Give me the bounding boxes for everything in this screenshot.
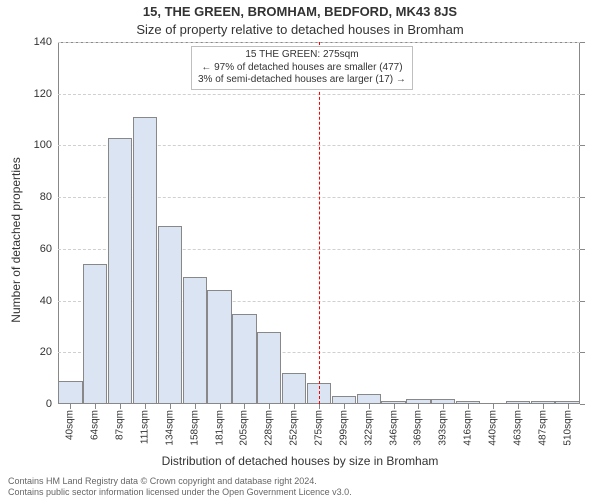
y-tick-label: 60 bbox=[40, 243, 52, 255]
x-tick-mark bbox=[195, 404, 196, 409]
x-tick-label: 416sqm bbox=[463, 410, 474, 446]
y-tick-label: 0 bbox=[46, 398, 52, 410]
y-axis-label: Number of detached properties bbox=[9, 157, 23, 322]
x-tick-mark bbox=[170, 404, 171, 409]
x-tick-mark bbox=[145, 404, 146, 409]
y-tick-mark bbox=[580, 301, 585, 302]
y-tick-mark bbox=[580, 352, 585, 353]
x-tick-label: 228sqm bbox=[264, 410, 275, 446]
bar bbox=[83, 264, 107, 404]
x-tick-label: 252sqm bbox=[289, 410, 300, 446]
y-tick-label: 40 bbox=[40, 295, 52, 307]
x-tick-mark bbox=[95, 404, 96, 409]
x-tick-mark bbox=[344, 404, 345, 409]
x-tick-label: 346sqm bbox=[388, 410, 399, 446]
x-axis-label: Distribution of detached houses by size … bbox=[0, 454, 600, 468]
x-tick-mark bbox=[443, 404, 444, 409]
x-tick-mark bbox=[568, 404, 569, 409]
x-tick-mark bbox=[120, 404, 121, 409]
bar bbox=[282, 373, 306, 404]
annotation-box: 15 THE GREEN: 275sqm← 97% of detached ho… bbox=[191, 46, 413, 90]
y-tick-mark bbox=[580, 145, 585, 146]
bar bbox=[257, 332, 281, 404]
x-tick-mark bbox=[518, 404, 519, 409]
y-tick-label: 120 bbox=[34, 88, 52, 100]
x-tick-mark bbox=[543, 404, 544, 409]
x-tick-label: 487sqm bbox=[537, 410, 548, 446]
y-tick-mark bbox=[580, 42, 585, 43]
y-tick-mark bbox=[580, 94, 585, 95]
x-tick-mark bbox=[493, 404, 494, 409]
annotation-line: ← 97% of detached houses are smaller (47… bbox=[198, 62, 406, 75]
y-tick-label: 140 bbox=[34, 36, 52, 48]
x-tick-label: 205sqm bbox=[239, 410, 250, 446]
x-tick-mark bbox=[418, 404, 419, 409]
y-tick-label: 80 bbox=[40, 191, 52, 203]
bar bbox=[232, 314, 256, 405]
x-tick-label: 181sqm bbox=[214, 410, 225, 446]
annotation-line: 3% of semi-detached houses are larger (1… bbox=[198, 74, 406, 87]
x-tick-mark bbox=[294, 404, 295, 409]
bar bbox=[357, 394, 381, 404]
bar bbox=[183, 277, 207, 404]
bar bbox=[108, 138, 132, 404]
x-tick-label: 134sqm bbox=[164, 410, 175, 446]
x-tick-label: 322sqm bbox=[363, 410, 374, 446]
x-tick-label: 440sqm bbox=[488, 410, 499, 446]
footer-line-1: Contains HM Land Registry data © Crown c… bbox=[8, 476, 592, 487]
x-tick-mark bbox=[244, 404, 245, 409]
x-tick-mark bbox=[369, 404, 370, 409]
x-tick-label: 463sqm bbox=[512, 410, 523, 446]
y-tick-mark bbox=[580, 197, 585, 198]
bar bbox=[158, 226, 182, 404]
bar bbox=[133, 117, 157, 404]
y-tick-mark bbox=[580, 249, 585, 250]
bar bbox=[332, 396, 356, 404]
chart-container: 15, THE GREEN, BROMHAM, BEDFORD, MK43 8J… bbox=[0, 0, 600, 500]
x-tick-label: 299sqm bbox=[338, 410, 349, 446]
bar bbox=[58, 381, 82, 404]
x-tick-mark bbox=[394, 404, 395, 409]
footer-line-2: Contains public sector information licen… bbox=[8, 487, 592, 498]
annotation-line: 15 THE GREEN: 275sqm bbox=[198, 49, 406, 62]
x-tick-label: 510sqm bbox=[562, 410, 573, 446]
y-tick-label: 20 bbox=[40, 346, 52, 358]
x-tick-mark bbox=[269, 404, 270, 409]
x-tick-mark bbox=[468, 404, 469, 409]
x-tick-label: 64sqm bbox=[90, 410, 101, 440]
x-tick-label: 393sqm bbox=[438, 410, 449, 446]
x-tick-label: 87sqm bbox=[115, 410, 126, 440]
y-tick-label: 100 bbox=[34, 139, 52, 151]
x-tick-mark bbox=[70, 404, 71, 409]
x-tick-mark bbox=[319, 404, 320, 409]
x-tick-label: 158sqm bbox=[189, 410, 200, 446]
chart-title: 15, THE GREEN, BROMHAM, BEDFORD, MK43 8J… bbox=[0, 4, 600, 19]
marker-line bbox=[319, 42, 320, 404]
bar bbox=[207, 290, 231, 404]
plot-area: 02040608010012014040sqm64sqm87sqm111sqm1… bbox=[58, 42, 580, 404]
x-tick-label: 369sqm bbox=[413, 410, 424, 446]
y-tick-mark bbox=[580, 404, 585, 405]
footer: Contains HM Land Registry data © Crown c… bbox=[8, 476, 592, 499]
x-tick-label: 111sqm bbox=[140, 410, 151, 444]
x-tick-mark bbox=[220, 404, 221, 409]
x-tick-label: 275sqm bbox=[314, 410, 325, 446]
x-tick-label: 40sqm bbox=[65, 410, 76, 440]
chart-subtitle: Size of property relative to detached ho… bbox=[0, 22, 600, 37]
